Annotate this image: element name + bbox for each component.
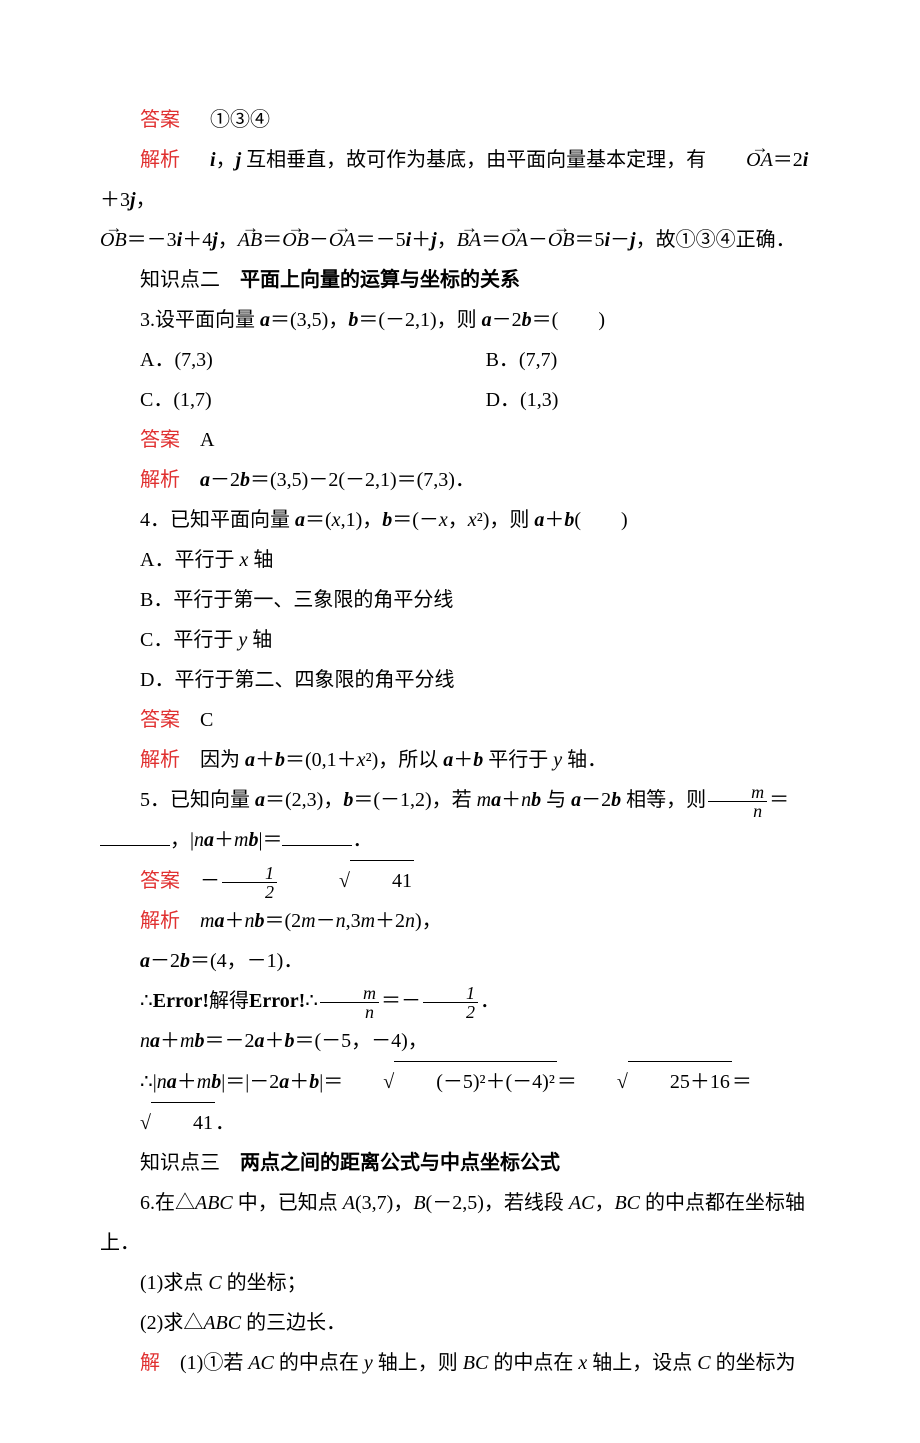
- q3-opt-d: D．(1,3): [446, 380, 792, 420]
- q5-analysis-1: 解析 ma＋nb＝(2m－n,3m＋2n)，: [100, 901, 820, 941]
- q6-part2: (2)求△ABC 的三边长．: [100, 1303, 820, 1343]
- vector-ob: →OB: [100, 220, 127, 260]
- q3-opt-c: C．(1,7): [100, 380, 446, 420]
- q6-part1: (1)求点 C 的坐标；: [100, 1263, 820, 1303]
- vector-ab: →AB: [238, 220, 262, 260]
- vector-oa2: →OA: [329, 220, 356, 260]
- frac-m-over-n: mn: [708, 783, 767, 820]
- q5-analysis-4: na＋mb＝－2a＋b＝(－5，－4)，: [100, 1021, 820, 1061]
- blank-2: [282, 825, 352, 846]
- q6-stem-line2: 上．: [100, 1223, 820, 1263]
- q4-analysis: 解析 因为 a＋b＝(0,1＋x²)，所以 a＋b 平行于 y 轴．: [100, 740, 820, 780]
- vector-oa3: →OA: [501, 220, 528, 260]
- q5-analysis-2: a－2b＝(4，－1)．: [100, 941, 820, 981]
- kp2-title: 平面上向量的运算与坐标的关系: [240, 269, 520, 291]
- blank-1: [100, 825, 170, 846]
- q4-options: A．平行于 x 轴 B．平行于第一、三象限的角平分线 C．平行于 y 轴 D．平…: [100, 540, 820, 700]
- answer-label: 答案: [140, 109, 180, 131]
- q4-stem: 4．已知平面向量 a＝(x,1)，b＝(－x，x²)，则 a＋b( ): [100, 500, 820, 540]
- q-prev-analysis-line1: 解析 i，j 互相垂直，故可作为基底，由平面向量基本定理，有→OA＝2i＋3j，: [100, 140, 820, 220]
- q5-analysis-3: ∴Error!解得Error!∴mn＝－12．: [100, 981, 820, 1021]
- q5-analysis-5: ∴|na＋mb|＝|－2a＋b|＝√(－5)²＋(－4)²＝√25＋16＝√41…: [100, 1061, 820, 1143]
- page-container: 答案 ①③④ 解析 i，j 互相垂直，故可作为基底，由平面向量基本定理，有→OA…: [0, 0, 920, 1443]
- kp3-title: 两点之间的距离公式与中点坐标公式: [240, 1152, 560, 1174]
- answer-text: ①③④: [210, 109, 270, 131]
- vector-ba: →BA: [457, 220, 481, 260]
- q3-stem: 3.设平面向量 a＝(3,5)，b＝(－2,1)，则 a－2b＝( ): [100, 300, 820, 340]
- solution-label: 解: [140, 1352, 160, 1374]
- q4-opt-a: A．平行于 x 轴: [100, 540, 820, 580]
- q3-opt-b: B．(7,7): [446, 340, 792, 380]
- q6-stem-line1: 6.在△ABC 中，已知点 A(3,7)，B(－2,5)，若线段 AC，BC 的…: [100, 1183, 820, 1223]
- sqrt-expr-1: √(－5)²＋(－4)²: [343, 1061, 557, 1102]
- vector-ob2: →OB: [282, 220, 309, 260]
- error-text-1: Error!: [153, 990, 209, 1012]
- analysis-label: 解析: [140, 149, 180, 171]
- frac-m-n-2: mn: [320, 984, 379, 1021]
- q3-answer: 答案 A: [100, 420, 820, 460]
- q4-opt-c: C．平行于 y 轴: [100, 620, 820, 660]
- q3-analysis: 解析 a－2b＝(3,5)－2(－2,1)＝(7,3)．: [100, 460, 820, 500]
- sqrt-expr-2: √25＋16: [577, 1061, 732, 1102]
- q4-opt-b: B．平行于第一、三象限的角平分线: [100, 580, 820, 620]
- q-prev-analysis-line2: →OB＝－3i＋4j，→AB＝→OB－→OA＝－5i＋j，→BA＝→OA－→OB…: [100, 220, 820, 260]
- frac-half: 12: [222, 864, 277, 901]
- q5-stem-line2: ，|na＋mb|＝．: [100, 820, 820, 860]
- q5-stem-line1: 5．已知向量 a＝(2,3)，b＝(－1,2)，若 ma＋nb 与 a－2b 相…: [100, 780, 820, 820]
- q6-solution: 解 (1)①若 AC 的中点在 y 轴上，则 BC 的中点在 x 轴上，设点 C…: [100, 1343, 820, 1383]
- knowledge-point-3: 知识点三 两点之间的距离公式与中点坐标公式: [100, 1143, 820, 1183]
- sqrt-41: √41: [299, 860, 414, 901]
- vector-ob3: →OB: [548, 220, 575, 260]
- frac-half-2: 12: [423, 984, 478, 1021]
- q4-opt-d: D．平行于第二、四象限的角平分线: [100, 660, 820, 700]
- knowledge-point-2: 知识点二 平面上向量的运算与坐标的关系: [100, 260, 820, 300]
- q3-opt-a: A．(7,3): [100, 340, 446, 380]
- q5-answer: 答案 －12 √41: [100, 860, 820, 901]
- error-text-2: Error!: [249, 990, 305, 1012]
- q3-options: A．(7,3) B．(7,7) C．(1,7) D．(1,3): [100, 340, 820, 420]
- vector-oa: →OA: [706, 140, 773, 180]
- sqrt-expr-3: √41: [100, 1102, 215, 1143]
- q4-answer: 答案 C: [100, 700, 820, 740]
